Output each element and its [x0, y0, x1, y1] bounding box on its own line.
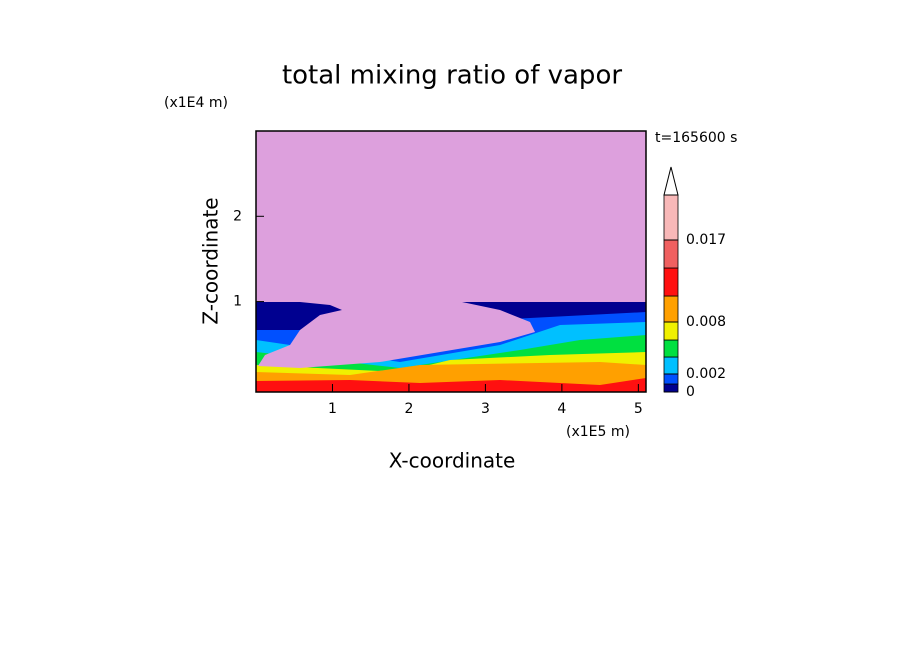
- colorbar-segment: [663, 373, 679, 385]
- colorbar-extension: [663, 166, 679, 196]
- contour-fill: [256, 378, 646, 392]
- colorbar-segment: [663, 321, 679, 341]
- y-axis-title: Z-coordinate: [199, 197, 223, 324]
- time-label: t=165600 s: [655, 130, 737, 146]
- x-tick-label: 3: [481, 401, 490, 417]
- y-unit: (x1E4 m): [164, 95, 228, 111]
- colorbar-tick-label: 0.017: [686, 232, 726, 248]
- contour-fill: [258, 302, 535, 368]
- colorbar-tick-label: 0.008: [686, 314, 726, 330]
- colorbar-segment: [663, 295, 679, 323]
- x-unit: (x1E5 m): [566, 424, 630, 440]
- colorbar-segment: [663, 356, 679, 375]
- x-tick-label: 4: [557, 401, 566, 417]
- x-tick-label: 5: [634, 401, 643, 417]
- colorbar-segment: [663, 267, 679, 297]
- colorbar-segment: [663, 239, 679, 269]
- x-axis-title: X-coordinate: [389, 449, 516, 473]
- x-tick-label: 2: [404, 401, 413, 417]
- x-tick-label: 1: [328, 401, 337, 417]
- colorbar-segment: [663, 194, 679, 241]
- colorbar-tick-label: 0: [686, 384, 695, 400]
- y-tick-label: 2: [233, 208, 242, 224]
- colorbar-segment: [663, 339, 679, 358]
- colorbar-tick-label: 0.002: [686, 366, 726, 382]
- plot-frame: [255, 130, 647, 393]
- y-tick-label: 1: [233, 294, 242, 310]
- colorbar-segment: [663, 383, 679, 393]
- chart-title: total mixing ratio of vapor: [282, 61, 622, 91]
